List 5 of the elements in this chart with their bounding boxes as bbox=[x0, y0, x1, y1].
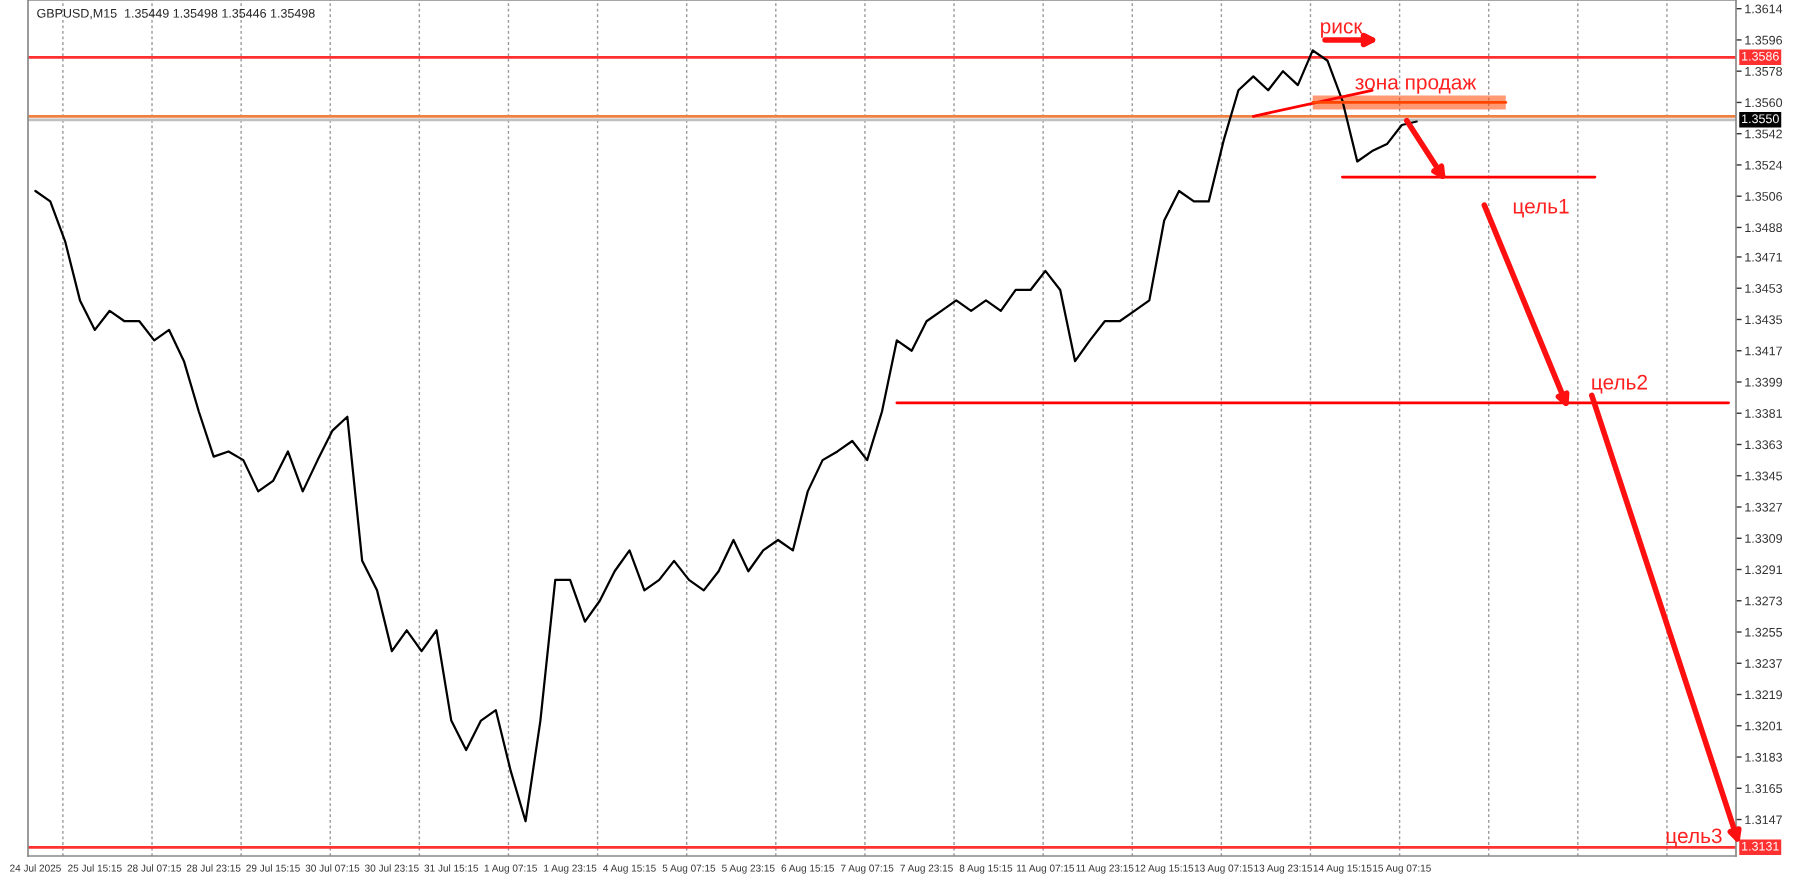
annotation: цель2 bbox=[1592, 374, 1647, 394]
annotation: цель3 bbox=[1666, 828, 1722, 848]
annotation: зона продаж bbox=[1355, 78, 1477, 94]
annotation: цель1 bbox=[1513, 199, 1569, 218]
annotation: риск bbox=[1321, 22, 1363, 38]
